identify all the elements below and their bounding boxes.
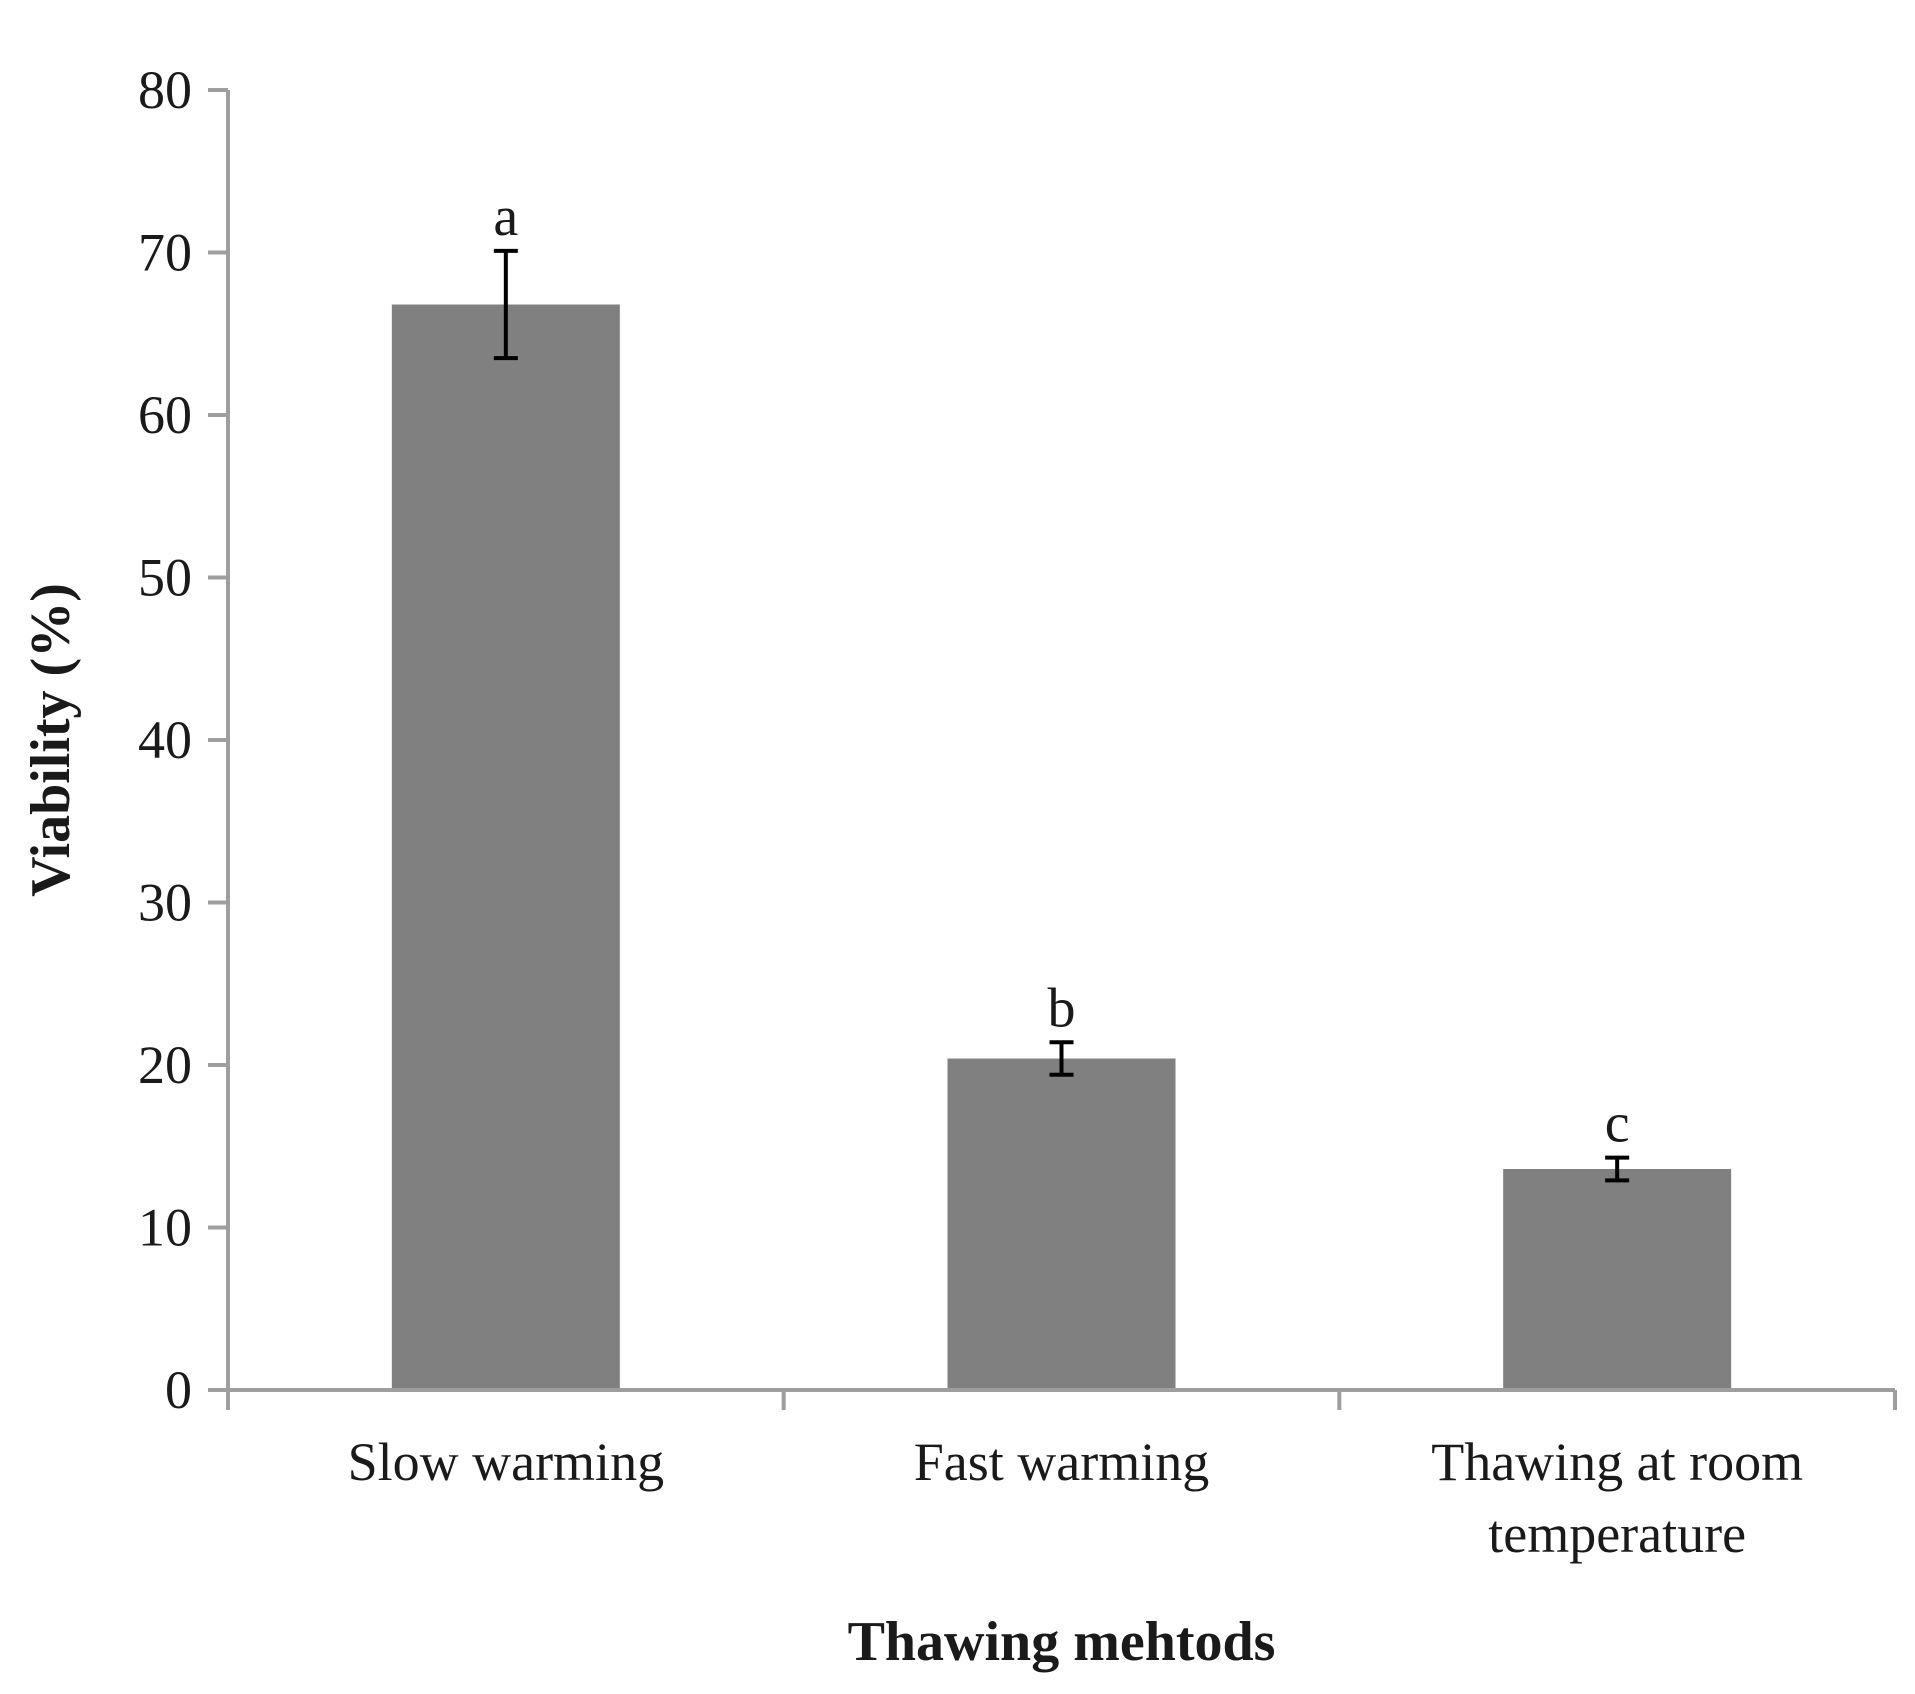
bars-group: [391, 304, 1732, 1390]
x-category-label-1: Fast warming: [914, 1432, 1209, 1492]
x-category-label-2-line-1: temperature: [1488, 1504, 1746, 1564]
significance-letter-1: b: [1048, 977, 1076, 1039]
y-tick-label-70: 70: [138, 223, 192, 283]
significance-letter-0: a: [493, 186, 518, 248]
y-axis-title: Viability (%): [20, 583, 82, 897]
bar-0: [391, 304, 620, 1390]
y-tick-label-20: 20: [138, 1035, 192, 1095]
bar-2: [1503, 1169, 1732, 1390]
y-tick-label-10: 10: [138, 1198, 192, 1258]
x-axis-title: Thawing mehtods: [848, 1611, 1276, 1673]
y-tick-label-50: 50: [138, 548, 192, 608]
y-tick-label-0: 0: [165, 1360, 192, 1420]
axes-group: [208, 88, 1897, 1410]
y-tick-label-40: 40: [138, 710, 192, 770]
labels-group: 0 10 20 30 40 50 60 70 80 a Slow warming b Fast warm…: [138, 60, 1803, 1564]
y-tick-label-30: 30: [138, 873, 192, 933]
x-category-label-2-line-0: Thawing at room: [1431, 1432, 1803, 1492]
error-bars-group: [493, 248, 1630, 1183]
x-category-label-0: Slow warming: [348, 1432, 665, 1492]
significance-letter-2: c: [1605, 1093, 1630, 1155]
y-tick-label-80: 80: [138, 60, 192, 120]
bar-1: [947, 1058, 1176, 1390]
y-tick-label-60: 60: [138, 385, 192, 445]
